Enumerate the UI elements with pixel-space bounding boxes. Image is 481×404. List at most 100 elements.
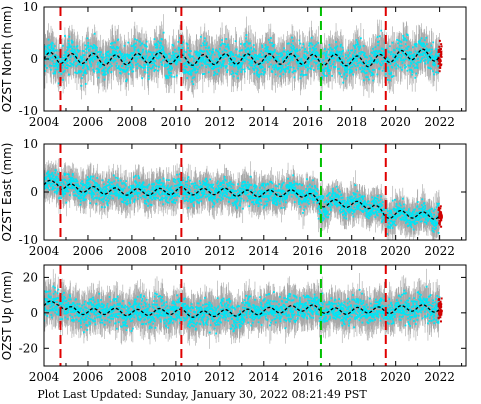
data-point <box>173 75 176 78</box>
data-point <box>235 48 238 51</box>
data-point <box>274 64 277 66</box>
data-point <box>424 62 427 65</box>
data-point <box>306 61 309 63</box>
data-point <box>137 54 139 57</box>
data-point <box>403 53 406 56</box>
data-point <box>54 49 57 52</box>
data-point <box>386 61 389 64</box>
data-point <box>274 66 276 69</box>
data-point <box>178 47 181 50</box>
data-point <box>356 62 359 65</box>
data-point <box>395 62 398 65</box>
data-point <box>344 65 347 68</box>
recent-point <box>440 63 443 66</box>
data-point <box>242 53 245 56</box>
data-point <box>327 70 329 73</box>
data-point <box>295 57 298 59</box>
data-point <box>315 47 318 50</box>
data-point <box>343 60 345 63</box>
data-point <box>104 66 107 69</box>
data-point <box>283 69 286 72</box>
data-point <box>174 58 177 60</box>
data-point <box>174 52 177 55</box>
data-point <box>252 44 255 46</box>
data-point <box>425 48 428 51</box>
data-point <box>432 56 435 59</box>
data-point <box>124 66 127 68</box>
data-point <box>371 52 374 55</box>
data-point <box>236 55 239 58</box>
data-point <box>354 45 356 48</box>
data-point <box>164 63 167 66</box>
data-point <box>417 50 420 53</box>
data-point <box>221 42 224 45</box>
data-point <box>415 62 418 65</box>
data-point <box>74 54 77 57</box>
data-point <box>86 66 89 68</box>
data-point <box>104 60 107 63</box>
data-point <box>202 58 205 61</box>
data-point <box>254 66 257 69</box>
data-point <box>284 64 287 67</box>
data-point <box>407 45 410 48</box>
data-point <box>273 44 275 46</box>
data-point <box>90 63 92 66</box>
data-point <box>304 48 307 51</box>
data-point <box>182 68 185 71</box>
data-point <box>69 62 72 64</box>
data-point <box>134 57 136 59</box>
data-point <box>68 65 71 67</box>
data-point <box>230 51 233 54</box>
data-point <box>340 75 343 78</box>
data-point <box>231 58 233 61</box>
data-point <box>241 49 243 51</box>
data-point <box>221 50 224 53</box>
data-point <box>79 57 82 59</box>
data-point <box>173 54 175 56</box>
data-point <box>437 54 440 57</box>
data-point <box>378 67 381 70</box>
data-point <box>269 51 272 54</box>
data-point <box>203 50 206 53</box>
data-point <box>71 41 74 44</box>
data-point <box>226 71 228 73</box>
data-point <box>252 48 255 50</box>
data-point <box>52 49 55 51</box>
data-point <box>76 45 79 47</box>
data-point <box>225 55 228 58</box>
data-point <box>393 49 396 52</box>
data-point <box>397 54 400 56</box>
data-point <box>205 66 208 69</box>
data-point <box>48 53 51 56</box>
data-point <box>400 55 403 58</box>
data-point <box>274 73 277 76</box>
data-point <box>227 57 230 60</box>
data-point <box>221 60 224 63</box>
data-point <box>421 45 424 47</box>
data-point <box>291 59 294 62</box>
data-point <box>220 54 223 57</box>
data-point <box>383 49 386 52</box>
data-point <box>223 60 226 62</box>
data-point <box>142 48 145 51</box>
data-point <box>251 50 254 53</box>
data-point <box>201 59 204 62</box>
data-point <box>92 56 95 59</box>
data-point <box>280 70 283 72</box>
data-point <box>346 67 349 70</box>
data-point <box>119 52 122 55</box>
recent-point <box>438 70 441 73</box>
data-point <box>75 65 78 68</box>
data-point <box>328 70 331 73</box>
data-point <box>420 49 423 52</box>
data-point <box>105 62 107 65</box>
data-point <box>52 62 55 65</box>
data-point <box>359 37 362 40</box>
data-point <box>173 55 176 58</box>
data-point <box>295 55 297 58</box>
data-point <box>189 54 191 57</box>
data-point <box>290 47 293 50</box>
data-point <box>264 44 267 46</box>
data-point <box>418 40 421 43</box>
data-point <box>247 54 250 57</box>
